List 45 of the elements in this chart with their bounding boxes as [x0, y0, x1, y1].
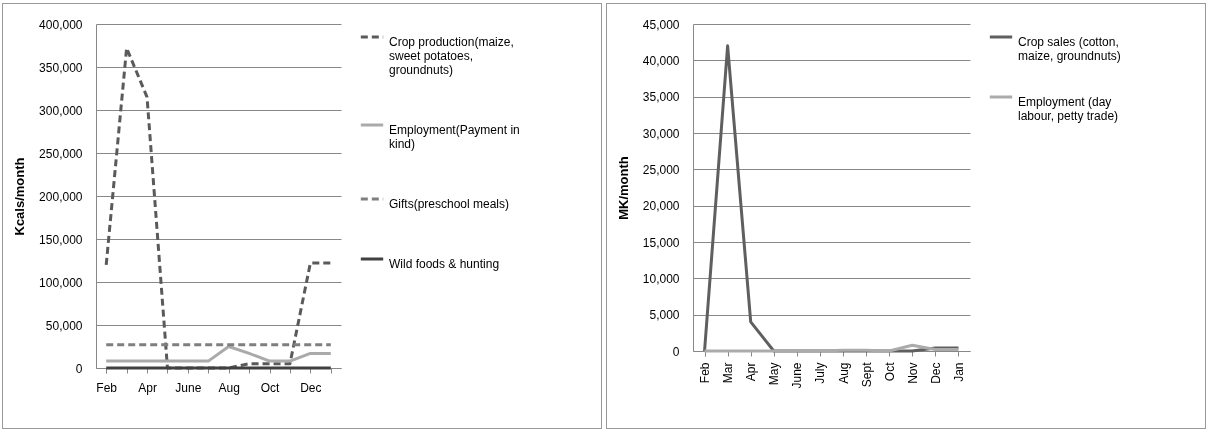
x-tick-label: Dec [300, 380, 322, 395]
x-tick-label: Dec [928, 362, 943, 384]
legend-label: Crop sales (cotton, maize, groundnuts) [1018, 35, 1121, 63]
x-tick-label: Apr [744, 362, 759, 382]
x-tick-label: July [813, 362, 828, 384]
legend-label: Gifts(preschool meals) [389, 197, 510, 211]
y-tick-label: 20,000 [642, 199, 680, 214]
x-tick-label: Aug [836, 362, 851, 384]
y-tick-label: 200,000 [39, 189, 83, 204]
y-tick-label: 25,000 [642, 162, 680, 177]
x-tick-label: Jan [951, 362, 966, 382]
y-tick-label: 350,000 [39, 60, 83, 75]
y-tick-label: 5,000 [649, 308, 680, 323]
y-axis-title: Kcals/month [12, 157, 28, 236]
y-tick-label: 100,000 [39, 275, 83, 290]
legend-label: Crop production(maize, sweet potatoes, groundnuts) [389, 35, 514, 77]
y-tick-label: 150,000 [39, 232, 83, 247]
y-tick-label: 10,000 [642, 271, 680, 286]
x-tick-label: Mar [721, 362, 736, 384]
x-tick-label: Aug [218, 380, 240, 395]
x-tick-label: June [175, 380, 202, 395]
x-tick-label: Feb [96, 380, 118, 395]
x-tick-label: Sept [859, 361, 874, 388]
x-tick-label: Oct [260, 380, 281, 395]
y-tick-label: 300,000 [39, 103, 83, 118]
y-tick-label: 15,000 [642, 235, 680, 250]
x-tick-label: Nov [905, 362, 920, 384]
y-tick-label: 400,000 [39, 17, 83, 32]
x-tick-label: Apr [138, 380, 157, 395]
x-tick-label: Feb [698, 362, 713, 384]
y-tick-label: 50,000 [45, 318, 83, 333]
x-tick-label: Oct [882, 361, 897, 382]
x-tick-label: June [790, 362, 805, 389]
y-axis-title: MK/month [615, 156, 631, 220]
legend-label: Employment(Payment in kind) [389, 123, 520, 151]
y-tick-label: 250,000 [39, 146, 83, 161]
legend-label: Employment (day labour, petty trade) [1018, 95, 1119, 123]
x-tick-label: May [767, 362, 782, 386]
y-tick-label: 0 [75, 361, 83, 376]
y-tick-label: 0 [672, 344, 680, 359]
y-tick-label: 35,000 [642, 90, 680, 105]
legend-label: Wild foods & hunting [389, 257, 500, 271]
y-tick-label: 45,000 [642, 17, 680, 32]
y-tick-label: 30,000 [642, 126, 680, 141]
y-tick-label: 40,000 [642, 53, 680, 68]
